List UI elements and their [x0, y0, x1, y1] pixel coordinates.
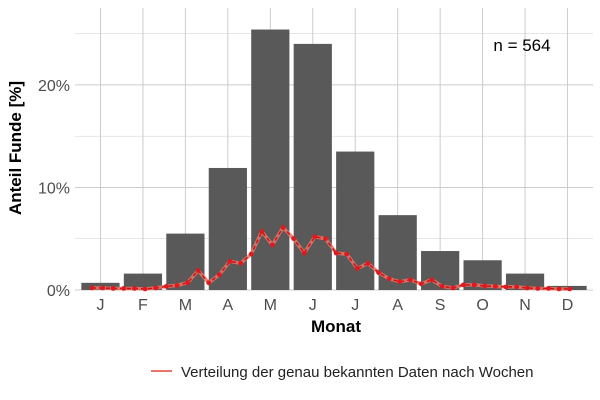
series-point — [121, 286, 127, 291]
legend-label: Verteilung der genau bekannten Daten nac… — [181, 364, 534, 381]
y-axis-title: Anteil Funde [%] — [6, 81, 25, 215]
x-tick-label: J — [309, 297, 317, 314]
series-point — [195, 268, 201, 273]
y-tick-labels: 0% 10% 20% — [38, 78, 70, 300]
x-tick-label: O — [476, 297, 488, 314]
x-tick-label: A — [223, 297, 234, 314]
series-point — [546, 286, 551, 291]
series-dashed-line — [91, 226, 570, 290]
series-point — [227, 258, 233, 264]
x-tick-label: S — [435, 297, 446, 314]
series-point — [291, 236, 297, 242]
x-tick-label: J — [351, 297, 359, 314]
series-point — [556, 286, 562, 292]
series-point — [514, 284, 519, 290]
series-point — [259, 229, 265, 234]
series-point — [163, 284, 169, 289]
series-point — [567, 286, 573, 292]
bar-6 — [293, 43, 332, 291]
x-tick-label: F — [138, 297, 148, 314]
x-axis-title: Monat — [311, 317, 361, 336]
series-point — [248, 251, 254, 257]
series-point — [397, 279, 403, 285]
bar-4 — [208, 167, 247, 290]
series-point — [376, 270, 381, 275]
series-point — [354, 266, 360, 271]
series-point — [492, 284, 498, 289]
series-point — [344, 251, 350, 257]
series-point — [238, 260, 243, 266]
series-point — [216, 272, 222, 278]
series-point — [100, 285, 105, 291]
series-point — [110, 286, 116, 291]
series-point — [142, 286, 148, 292]
weekly-distribution-series — [89, 225, 573, 292]
x-tick-label: D — [562, 297, 574, 314]
sample-size-annotation: n = 564 — [493, 36, 550, 55]
series-point — [206, 280, 212, 286]
series-point — [418, 281, 424, 287]
series-point — [323, 236, 328, 242]
series-point — [174, 282, 180, 288]
series-point — [439, 284, 445, 289]
series-point — [386, 276, 392, 282]
series-point — [89, 285, 95, 291]
series-point — [535, 286, 541, 291]
series-point — [280, 225, 286, 230]
series-point — [153, 285, 159, 291]
x-tick-label: M — [179, 297, 192, 314]
y-tick-label: 0% — [47, 283, 70, 300]
series-point — [471, 282, 477, 288]
series-point — [408, 277, 413, 283]
bar-2 — [123, 273, 163, 290]
series-point — [450, 285, 456, 291]
series-point — [503, 284, 509, 290]
bar-5 — [251, 29, 290, 290]
series-point — [185, 280, 190, 286]
series-point — [301, 250, 307, 256]
x-tick-label: N — [519, 297, 531, 314]
series-point — [132, 286, 137, 291]
series-point — [524, 285, 530, 291]
x-tick-label: M — [264, 297, 277, 314]
series-point — [365, 260, 371, 266]
series-point — [333, 250, 339, 256]
y-tick-label: 20% — [38, 78, 70, 95]
series-point — [270, 242, 275, 248]
legend: Verteilung der genau bekannten Daten nac… — [151, 364, 534, 381]
bar-3 — [166, 233, 205, 290]
series-point — [482, 283, 488, 289]
series-point — [461, 282, 466, 288]
series-point — [429, 277, 435, 283]
series-point — [312, 234, 318, 240]
x-tick-label: A — [392, 297, 403, 314]
y-tick-label: 10% — [38, 180, 70, 197]
x-tick-label: J — [96, 297, 104, 314]
